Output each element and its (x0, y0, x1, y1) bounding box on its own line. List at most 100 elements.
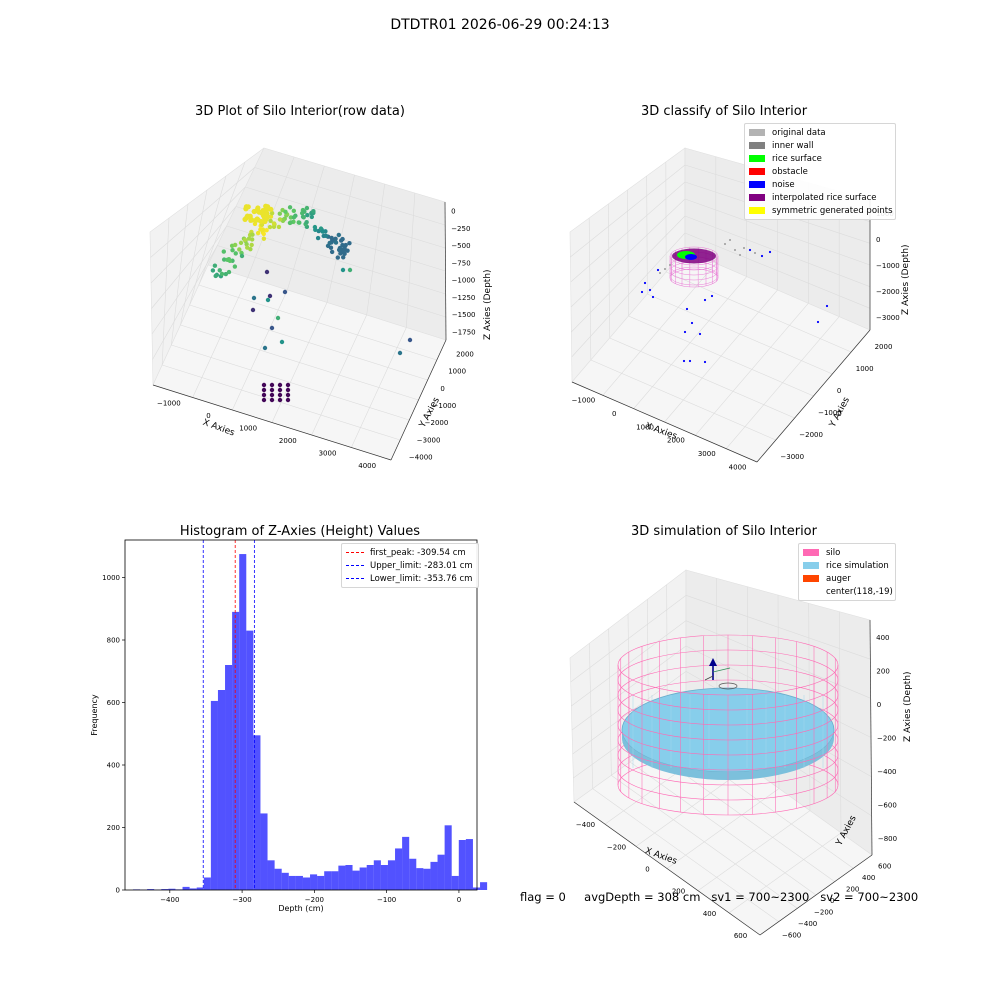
y-tick-label: −200 (814, 908, 833, 916)
scatter-point (304, 220, 309, 225)
histogram-bar (458, 840, 466, 890)
panel3-title: Histogram of Z-Axies (Height) Values (179, 524, 421, 539)
classify-3d-scatter-chart: −1000 0 1000 2000 3000 4000 −3000 −2000 −1000 0 10… (569, 147, 911, 471)
y-tick-label: 0 (116, 887, 120, 895)
histogram-bar (423, 868, 431, 890)
scatter-point (336, 232, 342, 238)
z-axis-line (869, 619, 873, 856)
legend-item-first-peak: first_peak: -309.54 cm (346, 546, 474, 559)
y-tick-label: 800 (107, 637, 120, 645)
histogram-bar (387, 860, 396, 890)
scatter-point (248, 246, 253, 252)
scatter-point (323, 233, 329, 239)
noise-point (760, 254, 764, 258)
scatter-point (264, 269, 270, 275)
noise-point (698, 332, 702, 336)
original-point (724, 243, 726, 245)
z-tick-label: 400 (876, 634, 889, 642)
histogram-bar (437, 854, 445, 890)
scatter-point (320, 229, 325, 234)
scatter-point (311, 208, 316, 214)
noise-patch (685, 254, 697, 260)
grid-line (150, 167, 255, 258)
scatter-point (277, 397, 283, 403)
legend-label: original data (772, 127, 826, 138)
scatter-point (315, 235, 321, 241)
scatter-point (255, 217, 261, 223)
histogram-bar (416, 868, 424, 890)
scatter-point (329, 235, 334, 241)
panel4-title: 3D simulation of Silo Interior (631, 524, 817, 539)
legend-label: obstacle (772, 166, 808, 177)
scatter-point (291, 208, 297, 214)
legend-label: symmetric generated points (772, 205, 893, 216)
sv1-text: sv1 = 700~2300 (711, 890, 810, 904)
legend-label: auger (826, 573, 851, 584)
scatter-point (340, 236, 345, 242)
scatter-point (297, 220, 302, 225)
panel1-tick-labels: −1000 0 1000 2000 3000 4000 −4000 −3000 −2000 −10… (157, 208, 476, 470)
histogram-bar (246, 630, 254, 890)
x-tick-label: 2000 (667, 437, 685, 445)
z-tick-label: −500 (451, 242, 470, 250)
scatter-point (285, 397, 291, 403)
legend-item-silo: silo (803, 546, 891, 559)
panel1-axes-box (149, 147, 447, 461)
scatter-point (242, 216, 248, 222)
histogram-bar (395, 848, 403, 890)
scatter-point (271, 221, 277, 226)
scatter-point (258, 227, 263, 232)
original-point (729, 239, 731, 241)
scatter-point (277, 211, 283, 216)
histogram-bar (331, 871, 339, 890)
original-point (743, 247, 745, 249)
panel1-points (210, 203, 413, 403)
z-tick-label: −1000 (452, 277, 476, 285)
scatter-point (217, 268, 222, 273)
legend-item-lower-limit: Lower_limit: -353.76 cm (346, 572, 474, 585)
scatter-point (341, 255, 346, 260)
legend-label: rice simulation (826, 560, 889, 571)
scatter-point (277, 217, 283, 222)
scatter-point (261, 231, 266, 237)
original-point (664, 268, 666, 270)
y-tick-label: −400 (798, 920, 817, 928)
original-point (669, 264, 671, 266)
scatter-point (263, 210, 269, 217)
scatter-point (275, 315, 281, 321)
scatter-point (249, 242, 254, 248)
scatter-point (221, 257, 227, 262)
scatter-point (261, 397, 267, 403)
noise-point (688, 359, 692, 363)
y-tick-label: 2000 (456, 351, 474, 359)
histogram-bar (338, 865, 346, 890)
center-marker (718, 682, 738, 690)
legend-line (346, 565, 364, 566)
x-tick-label: −400 (160, 896, 179, 904)
scatter-point (239, 253, 245, 259)
histogram-bar (352, 870, 360, 890)
z-tick-label: −250 (451, 225, 470, 233)
panel2-z-axis-label: Z Axies (Depth) (901, 244, 911, 315)
grid-line (592, 788, 779, 922)
avg-depth-text: avgDepth = 308 cm (584, 890, 701, 904)
scatter-point (305, 212, 310, 218)
legend-item-rice-simulation: rice simulation (803, 559, 891, 572)
y-tick-label: 600 (107, 699, 120, 707)
histogram-bar (324, 871, 332, 890)
z-tick-label: −200 (877, 735, 896, 743)
legend-item-inner-wall: inner wall (749, 139, 891, 152)
z-tick-label: 0 (876, 236, 880, 244)
scatter-point (285, 387, 291, 393)
scatter-point (269, 397, 275, 403)
histogram-legend: first_peak: -309.54 cm Upper_limit: -283… (341, 543, 479, 588)
x-tick-label: −400 (576, 821, 595, 829)
legend-item-interpolated-rice-surface: interpolated rice surface (749, 191, 891, 204)
histogram-y-axis-label: Frequency (90, 694, 99, 736)
scatter-point (261, 392, 267, 398)
auger-axis-line (704, 675, 714, 681)
legend-item-original-data: original data (749, 126, 891, 139)
histogram-bar (359, 867, 367, 890)
grid-line (254, 167, 446, 226)
